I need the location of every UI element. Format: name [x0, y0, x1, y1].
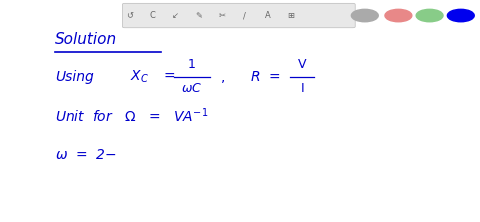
Text: $X_C$: $X_C$: [130, 68, 148, 85]
Circle shape: [416, 9, 443, 22]
Circle shape: [385, 9, 412, 22]
Text: ✎: ✎: [195, 11, 202, 20]
Text: V: V: [298, 58, 307, 71]
FancyBboxPatch shape: [122, 3, 355, 28]
Text: /: /: [243, 11, 246, 20]
Text: $R$  =: $R$ =: [250, 69, 280, 84]
Text: 1: 1: [188, 58, 196, 71]
Circle shape: [447, 9, 474, 22]
Text: I: I: [300, 82, 304, 95]
Text: Using: Using: [55, 69, 94, 84]
Text: =: =: [163, 69, 175, 84]
Text: ↙: ↙: [172, 11, 179, 20]
Text: Solution: Solution: [55, 32, 117, 48]
Text: Unit  for   $\Omega$   =   $VA^{-1}$: Unit for $\Omega$ = $VA^{-1}$: [55, 106, 209, 125]
Circle shape: [351, 9, 378, 22]
Text: A: A: [265, 11, 271, 20]
Text: ⊞: ⊞: [288, 11, 294, 20]
Text: ↺: ↺: [126, 11, 133, 20]
Text: ✂: ✂: [218, 11, 225, 20]
Text: ,: ,: [221, 69, 225, 84]
Text: $\omega C$: $\omega C$: [181, 82, 203, 95]
Text: $\omega$  =  2$-$: $\omega$ = 2$-$: [55, 148, 117, 163]
Text: C: C: [150, 11, 156, 20]
